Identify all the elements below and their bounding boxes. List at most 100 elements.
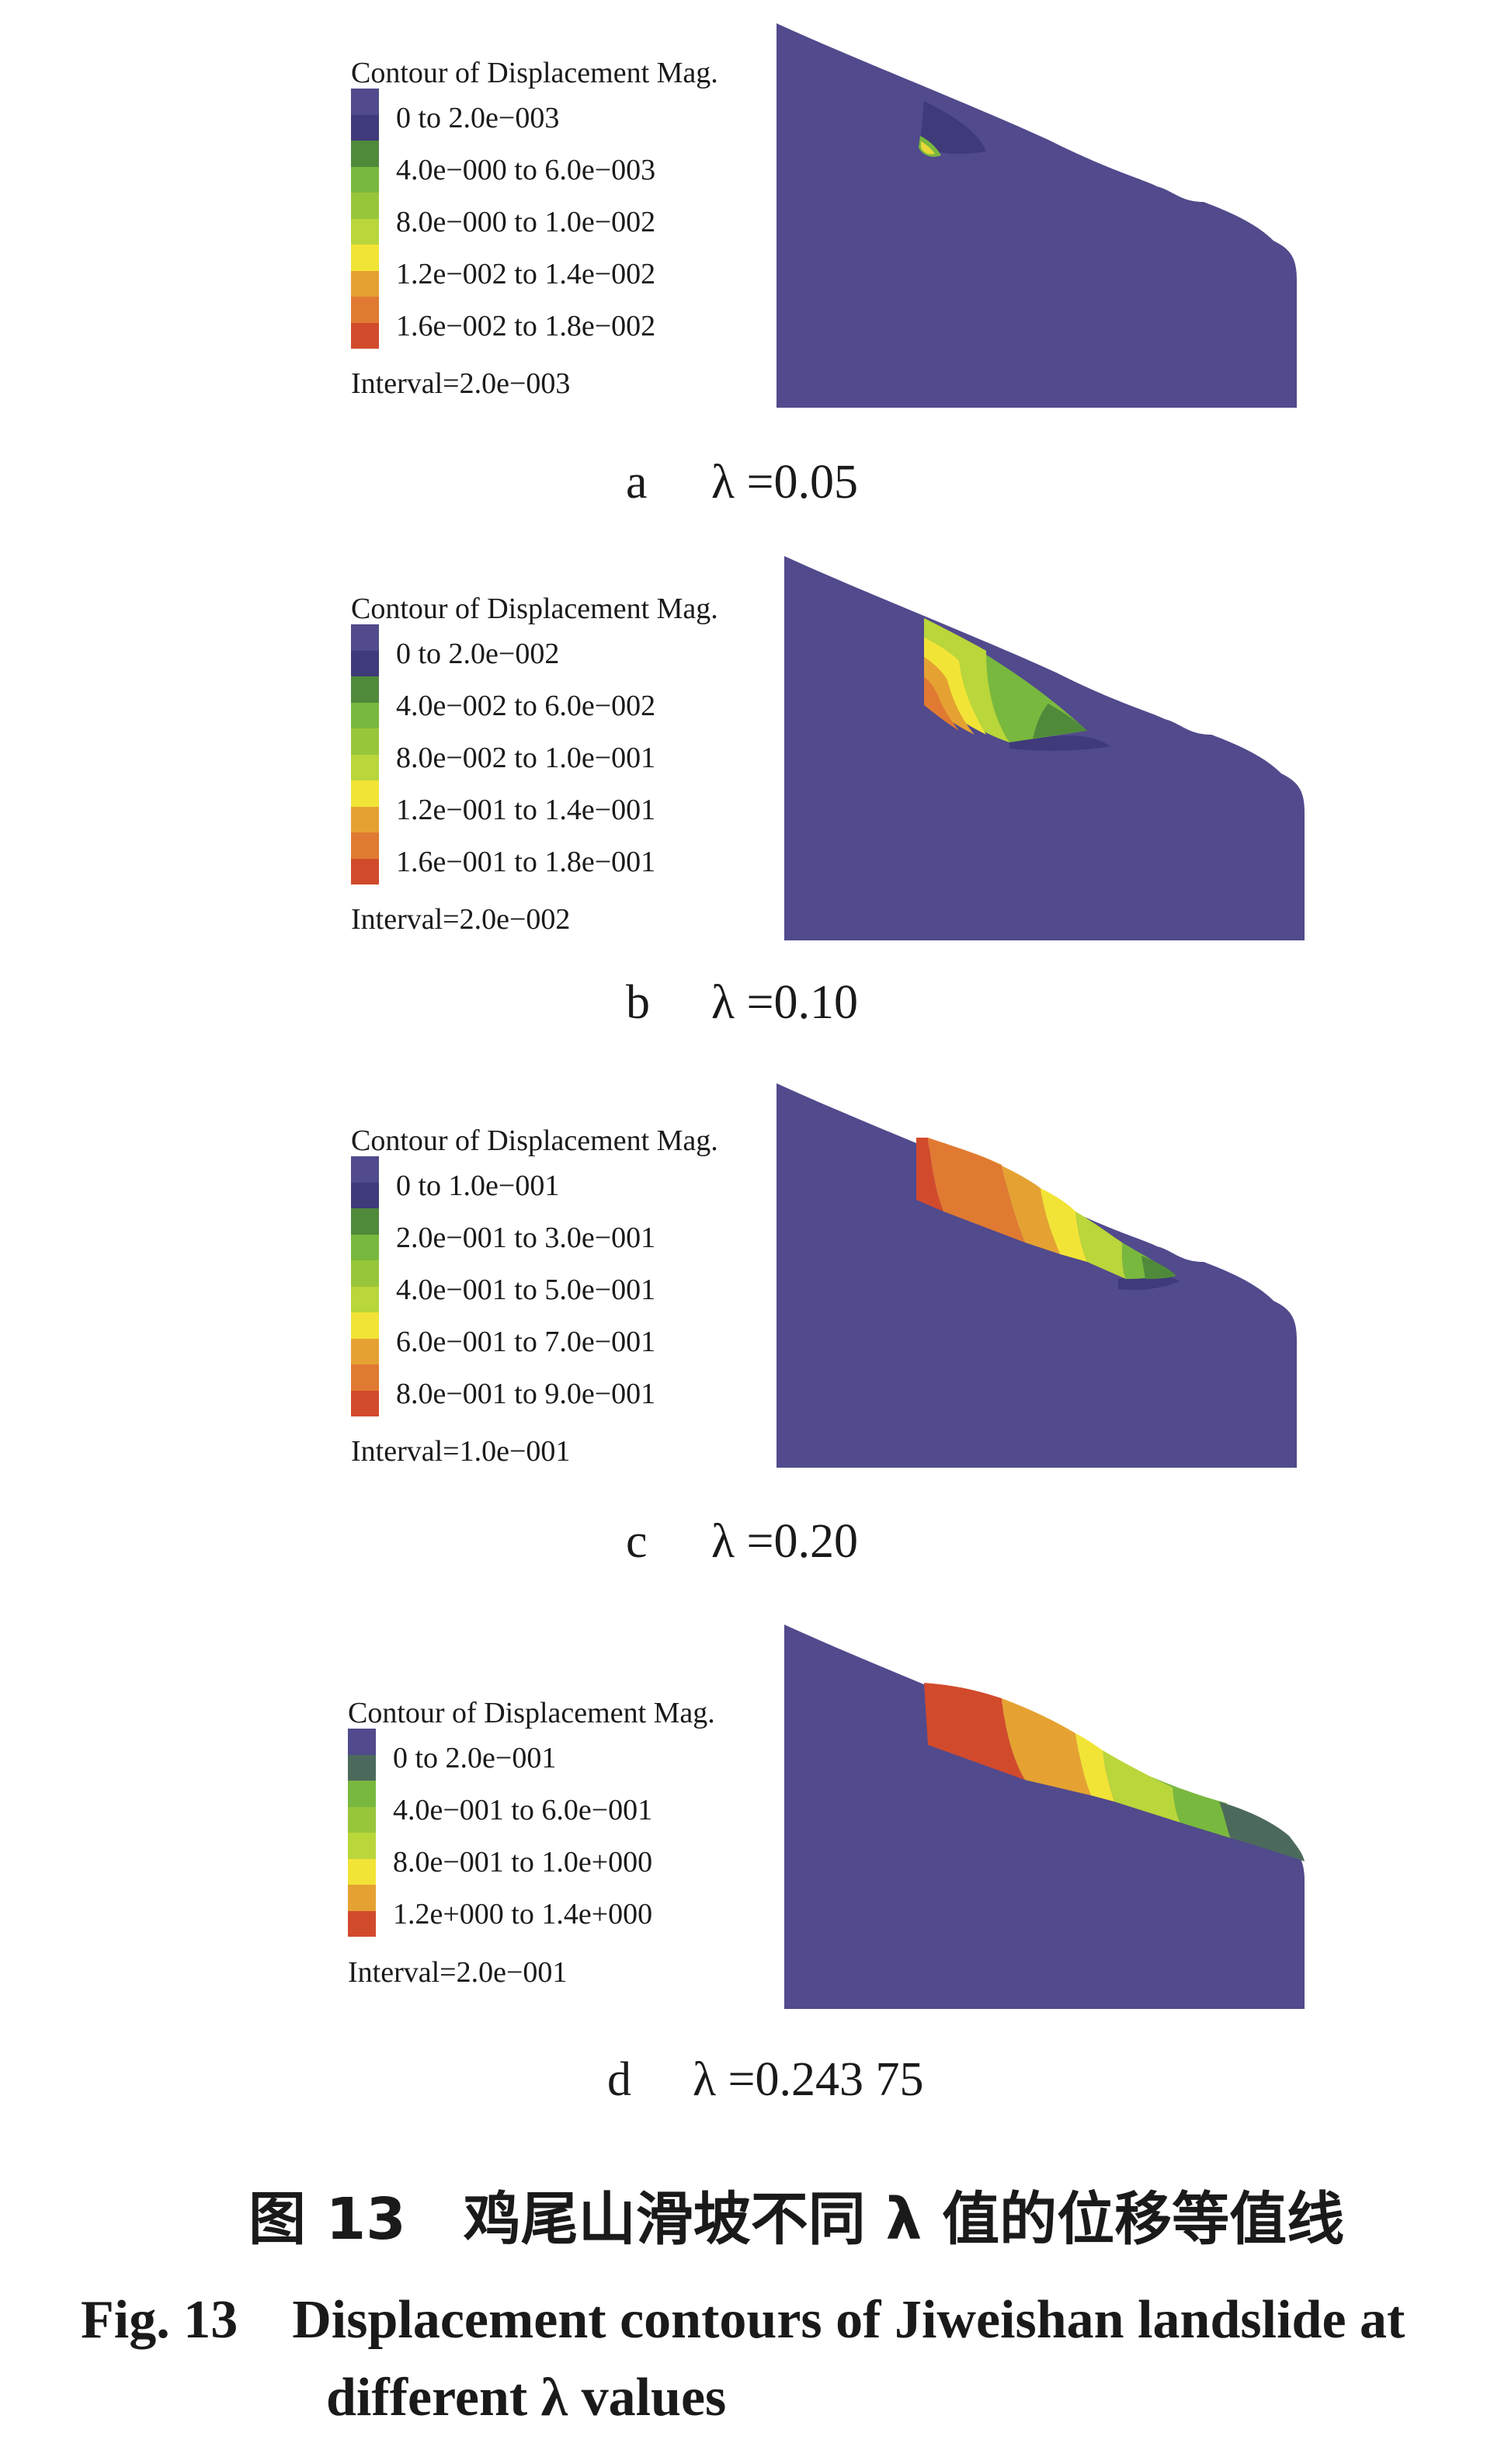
legend-swatch: [351, 728, 379, 755]
disp-zone-d-red: [924, 1683, 1025, 1780]
legend-range-d-1: 0 to 2.0e−001: [393, 1742, 557, 1774]
slope-model-d: [784, 1625, 1305, 2009]
legend-range-c-1: 0 to 1.0e−001: [396, 1169, 560, 1202]
legend-swatches-c: [351, 1156, 379, 1416]
legend-interval-d: Interval=2.0e−001: [348, 1956, 568, 1989]
lambda-label-d: λ =0.243 75: [693, 2053, 924, 2106]
legend-swatch: [351, 114, 379, 141]
legend-interval-a: Interval=2.0e−003: [351, 367, 571, 400]
disp-zone-d-green: [1149, 1776, 1231, 1838]
legend-swatch: [351, 650, 379, 676]
legend-swatch: [351, 270, 379, 297]
caption-a: a λ =0.05: [626, 455, 858, 510]
disp-zone-a-yellow: [921, 141, 935, 155]
disp-zone-c-lime: [1075, 1211, 1126, 1279]
panel-letter-d: d: [607, 2053, 631, 2106]
legend-title-b: Contour of Displacement Mag.: [351, 593, 718, 625]
panel-letter-a: a: [626, 456, 648, 509]
legend-range-b-2: 4.0e−002 to 6.0e−002: [396, 690, 656, 722]
legend-swatch: [351, 806, 379, 832]
legend-swatch: [351, 89, 379, 115]
legend-range-b-3: 8.0e−002 to 1.0e−001: [396, 742, 656, 774]
disp-zone-b-red: [924, 676, 959, 731]
disp-zone-c-yellow: [1041, 1188, 1087, 1262]
disp-zone-c-darkgreen: [1141, 1256, 1176, 1279]
panel-letter-b: b: [626, 976, 650, 1029]
legend-swatch: [348, 1858, 376, 1885]
disp-zone-d-slate: [1219, 1802, 1305, 1861]
legend-range-a-4: 1.2e−002 to 1.4e−002: [396, 258, 656, 290]
disp-zone-d-amber: [1002, 1698, 1091, 1795]
disp-zone-b-orange: [924, 657, 975, 735]
legend-range-d-2: 4.0e−001 to 6.0e−001: [393, 1794, 653, 1826]
legend-interval-c: Interval=1.0e−001: [351, 1435, 571, 1468]
panel-c: Contour of Displacement Mag. 0 to 1.0e−0…: [0, 1068, 1494, 1596]
caption-c: c λ =0.20: [626, 1514, 858, 1569]
panel-letter-c: c: [626, 1515, 648, 1568]
legend-swatches-a: [351, 89, 379, 349]
legend-range-d-3: 8.0e−001 to 1.0e+000: [393, 1846, 653, 1878]
lambda-label-b: λ =0.10: [711, 976, 859, 1029]
legend-swatch: [351, 1208, 379, 1235]
figure-caption-en-line1: Fig. 13 Displacement contours of Jiweish…: [81, 2290, 1405, 2350]
slope-model-a: [777, 23, 1297, 408]
disp-zone-d-yellow: [1075, 1733, 1114, 1802]
disp-zone-b-darkgreen: [1033, 704, 1087, 739]
legend-swatch: [351, 1286, 379, 1312]
legend-swatch: [351, 624, 379, 651]
legend-swatch: [351, 1364, 379, 1391]
legend-swatch: [351, 1156, 379, 1183]
slope-model-c: [777, 1083, 1297, 1468]
legend-range-b-1: 0 to 2.0e−002: [396, 638, 560, 670]
disp-zone-c-amber: [971, 1152, 1060, 1254]
legend-swatch: [351, 676, 379, 703]
lambda-label-a: λ =0.05: [711, 456, 859, 509]
legend-range-d-4: 1.2e+000 to 1.4e+000: [393, 1898, 653, 1931]
legend-range-a-3: 8.0e−000 to 1.0e−002: [396, 206, 656, 238]
legend-swatch: [351, 1260, 379, 1287]
disp-zone-b-dark: [1009, 735, 1110, 751]
legend-swatch: [348, 1806, 376, 1833]
legend-swatch: [351, 1338, 379, 1364]
legend-swatch: [351, 1182, 379, 1208]
legend-swatch: [348, 1781, 376, 1807]
legend-swatch: [351, 141, 379, 167]
legend-swatches-b: [351, 624, 379, 884]
legend-swatch: [348, 1910, 376, 1937]
disp-zone-c-red: [916, 1138, 943, 1211]
slope-body-c: [777, 1083, 1297, 1468]
legend-range-a-1: 0 to 2.0e−003: [396, 102, 560, 134]
legend-swatch: [351, 832, 379, 859]
disp-zone-d-lime: [1103, 1750, 1180, 1823]
legend-swatch: [351, 1312, 379, 1339]
legend-range-c-5: 8.0e−001 to 9.0e−001: [396, 1378, 656, 1410]
legend-range-c-4: 6.0e−001 to 7.0e−001: [396, 1326, 656, 1358]
panel-d: Contour of Displacement Mag. 0 to 2.0e−0…: [0, 1600, 1494, 2128]
legend-range-a-5: 1.6e−002 to 1.8e−002: [396, 310, 656, 342]
legend-swatch: [351, 193, 379, 219]
legend-interval-b: Interval=2.0e−002: [351, 903, 571, 936]
caption-d: d λ =0.243 75: [607, 2052, 924, 2108]
legend-swatch: [351, 322, 379, 349]
legend-range-b-5: 1.6e−001 to 1.8e−001: [396, 846, 656, 878]
disp-zone-b-yellow: [924, 638, 986, 735]
legend-title-d: Contour of Displacement Mag.: [348, 1697, 715, 1729]
disp-zone-a-dark: [920, 101, 986, 154]
legend-swatch: [351, 245, 379, 271]
legend-swatch: [351, 297, 379, 323]
legend-swatch: [348, 1885, 376, 1911]
legend-swatch: [351, 1390, 379, 1416]
legend-title-a: Contour of Displacement Mag.: [351, 57, 718, 89]
legend-swatch: [351, 754, 379, 780]
disp-zone-b-lime: [924, 618, 1009, 742]
figure-caption-en-line2: different λ values: [326, 2368, 727, 2428]
legend-swatch: [348, 1833, 376, 1859]
legend-swatch: [351, 166, 379, 193]
legend-range-c-3: 4.0e−001 to 5.0e−001: [396, 1274, 656, 1306]
legend-swatch: [351, 702, 379, 728]
legend-swatch: [351, 858, 379, 884]
legend-range-c-2: 2.0e−001 to 3.0e−001: [396, 1222, 656, 1254]
legend-range-b-4: 1.2e−001 to 1.4e−001: [396, 794, 656, 826]
legend-swatch: [348, 1729, 376, 1755]
legend-range-a-2: 4.0e−000 to 6.0e−003: [396, 154, 656, 186]
